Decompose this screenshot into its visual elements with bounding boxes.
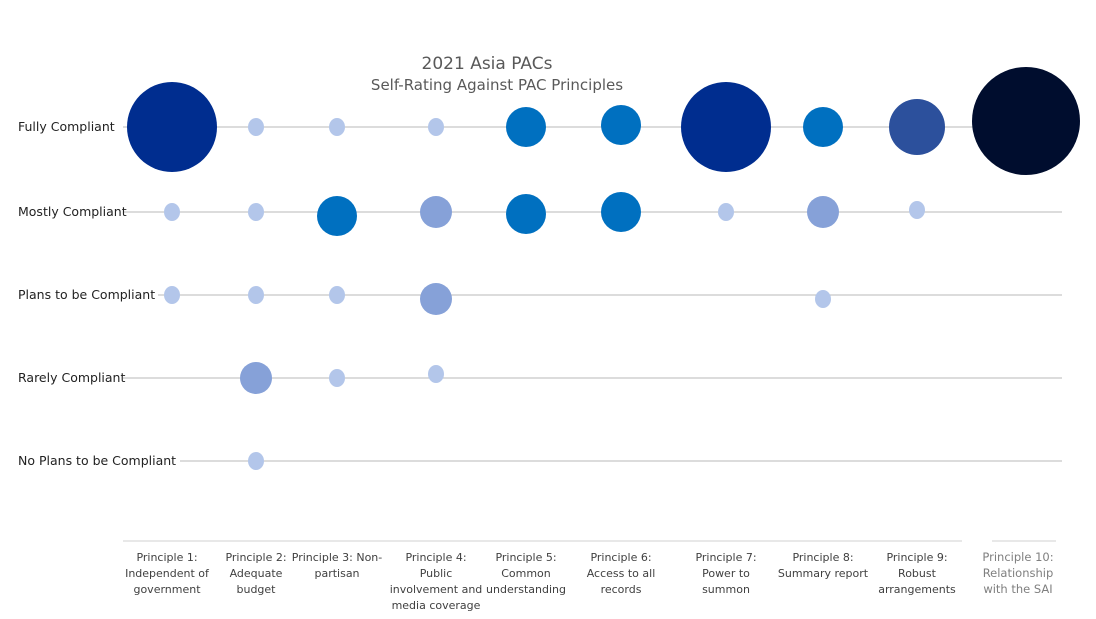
row-label: Mostly Compliant: [18, 204, 127, 219]
chart-title: 2021 Asia PACs: [422, 54, 553, 74]
bubble: [909, 201, 925, 219]
bubble: [329, 369, 345, 387]
bubble: [428, 118, 444, 136]
column-label: Principle 4: Public involvement and media c…: [390, 551, 483, 612]
bubble: [248, 452, 264, 470]
row-label: No Plans to be Compliant: [18, 453, 176, 468]
bubble: [889, 99, 945, 155]
column-label: Principle 3: Non-partisan: [292, 551, 383, 580]
bubble: [164, 286, 180, 304]
bubble: [420, 196, 452, 228]
column-label: Principle 8: Summary report: [778, 551, 869, 580]
bubble: [803, 107, 843, 147]
bubble: [317, 196, 357, 236]
bubble: [807, 196, 839, 228]
column-labels: Principle 1: Independent of government Prin…: [125, 550, 1054, 612]
bubble: [601, 105, 641, 145]
bubble: [681, 82, 771, 172]
bubble: [329, 286, 345, 304]
bubble: [329, 118, 345, 136]
column-label: Principle 1: Independent of government: [125, 551, 210, 596]
chart-subtitle: Self-Rating Against PAC Principles: [371, 76, 623, 94]
column-label: Principle 9: Robust arrangements: [878, 551, 956, 596]
bubble: [815, 290, 831, 308]
row-labels: Fully Compliant Mostly Compliant Plans to …: [18, 119, 176, 468]
bubble: [718, 203, 734, 221]
bubble: [601, 192, 641, 232]
column-label: Principle 5: Common understanding: [486, 551, 566, 596]
bubble: [972, 67, 1080, 175]
row-label: Fully Compliant: [18, 119, 115, 134]
grid-lines: [123, 126, 1062, 542]
column-label: Principle 7: Power to summon: [695, 551, 756, 596]
column-label: Principle 10: Relationship with the SAI: [982, 550, 1053, 596]
bubble: [506, 107, 546, 147]
bubbles: [127, 67, 1080, 470]
column-label: Principle 6: Access to all records: [587, 551, 656, 596]
bubble: [127, 82, 217, 172]
bubble: [164, 203, 180, 221]
bubble: [248, 203, 264, 221]
bubble: [240, 362, 272, 394]
row-label: Plans to be Compliant: [18, 287, 155, 302]
bubble: [428, 365, 444, 383]
column-label: Principle 2: Adequate budget: [225, 551, 286, 596]
bubble: [420, 283, 452, 315]
bubble: [248, 118, 264, 136]
row-label: Rarely Compliant: [18, 370, 125, 385]
bubble: [248, 286, 264, 304]
bubble: [506, 194, 546, 234]
